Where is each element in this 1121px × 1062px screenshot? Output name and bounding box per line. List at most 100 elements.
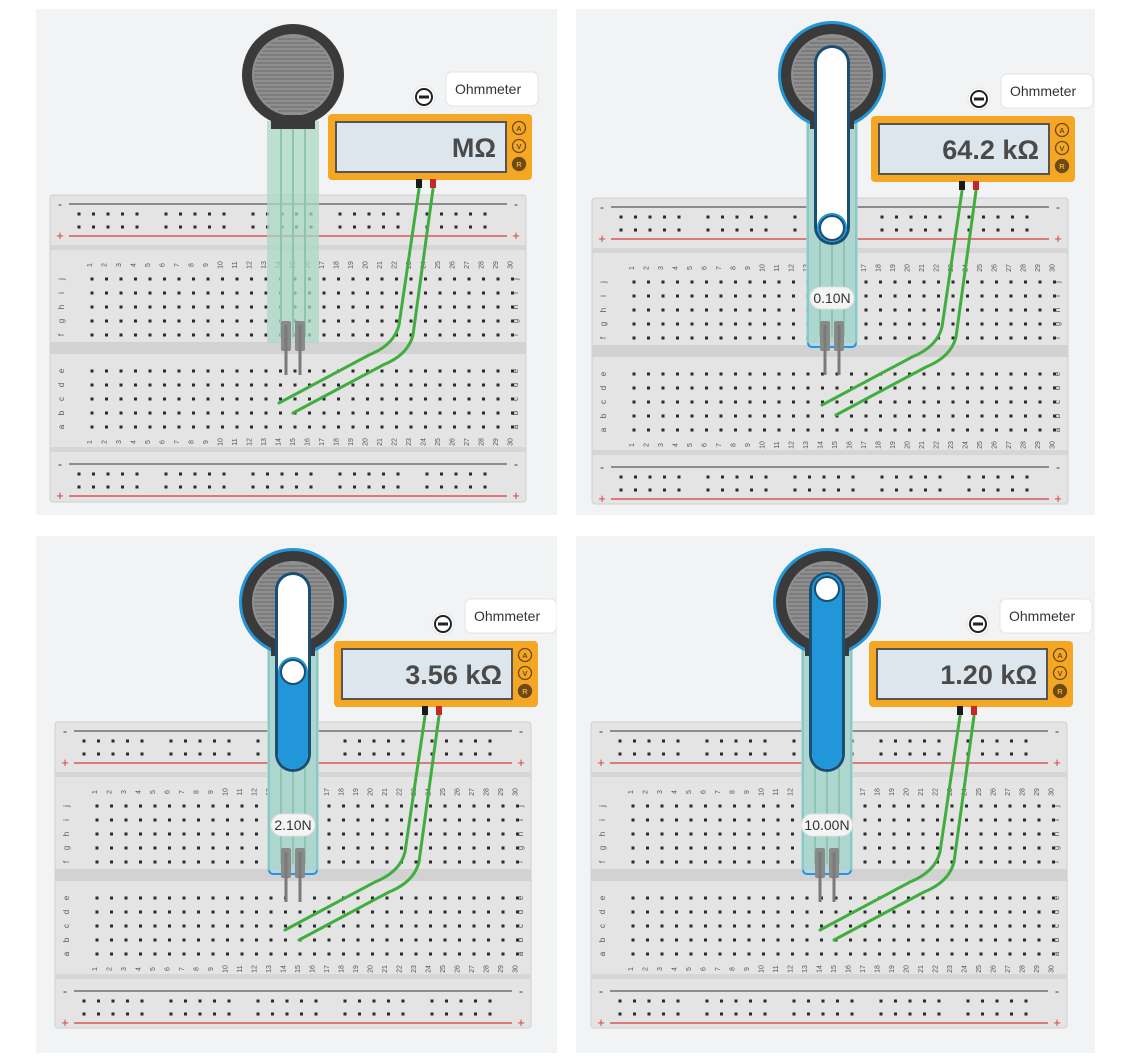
force-label: 10.00N — [804, 817, 849, 833]
rail-hole — [706, 215, 710, 219]
terminal-hole — [747, 938, 751, 942]
column-number: 12 — [252, 788, 259, 796]
terminal-hole — [467, 333, 471, 337]
rail-hole — [633, 999, 636, 1003]
terminal-hole — [487, 832, 490, 836]
probe-black[interactable] — [957, 706, 963, 715]
terminal-hole — [632, 308, 636, 312]
terminal-hole — [1024, 308, 1027, 312]
mode-button-a[interactable] — [511, 120, 527, 136]
terminal-hole — [177, 319, 181, 323]
column-number: 3 — [658, 443, 665, 447]
terminal-hole — [1024, 372, 1027, 376]
rail-hole — [111, 1012, 115, 1016]
force-sensor[interactable]: 10.00N — [773, 548, 881, 902]
probe-red[interactable] — [971, 706, 977, 715]
terminal-hole — [776, 832, 780, 836]
mode-button-a[interactable] — [517, 647, 533, 663]
rail-hole — [126, 1012, 129, 1016]
force-slider-knob[interactable] — [814, 576, 840, 602]
terminal-hole — [211, 818, 215, 822]
column-number: 3 — [657, 967, 664, 971]
rail-hole — [924, 215, 927, 219]
terminal-hole — [908, 308, 911, 312]
mode-button-r[interactable] — [517, 683, 533, 699]
rail-hole — [894, 752, 897, 756]
rail-hole — [440, 225, 443, 229]
mode-button-v[interactable] — [517, 665, 533, 681]
column-number: 4 — [672, 967, 679, 971]
force-sensor[interactable] — [241, 23, 345, 375]
mode-button-a[interactable] — [1052, 647, 1068, 663]
terminal-hole — [979, 896, 983, 900]
rail-hole — [474, 752, 477, 756]
terminal-hole — [821, 372, 824, 376]
terminal-hole — [1052, 860, 1055, 864]
rail-hole — [647, 739, 651, 743]
probe-red[interactable] — [436, 706, 442, 715]
terminal-hole — [936, 938, 939, 942]
force-slider-track[interactable] — [817, 48, 847, 242]
terminal-hole — [675, 846, 678, 850]
probe-red[interactable] — [973, 181, 979, 190]
rail-hole — [1024, 1012, 1028, 1016]
column-number: 20 — [363, 261, 370, 269]
rail-hole — [97, 739, 100, 743]
column-number: 2 — [644, 443, 651, 447]
terminal-hole — [269, 952, 273, 956]
probe-black[interactable] — [416, 179, 422, 188]
probe-black[interactable] — [422, 706, 428, 715]
terminal-hole — [879, 280, 882, 284]
column-number: 1 — [87, 263, 94, 267]
probe-black[interactable] — [959, 181, 965, 190]
column-number: 22 — [933, 965, 940, 973]
row-letter: j — [511, 278, 520, 281]
mode-button-v[interactable] — [1054, 140, 1070, 156]
column-number: 13 — [802, 965, 809, 973]
rail-hole — [454, 225, 458, 229]
terminal-hole — [705, 308, 708, 312]
terminal-hole — [631, 804, 635, 808]
top-rail-plus-label: + — [597, 755, 605, 770]
terminal-hole — [424, 305, 427, 309]
terminal-hole — [922, 400, 926, 404]
mode-button-v[interactable] — [511, 138, 527, 154]
top-rail-plus-label: + — [61, 755, 69, 770]
force-slider-knob[interactable] — [819, 215, 845, 241]
mode-button-r[interactable] — [1054, 158, 1070, 174]
mode-button-r[interactable] — [511, 156, 527, 172]
force-sensor[interactable]: 2.10N — [239, 548, 347, 902]
force-slider-fill — [812, 574, 842, 769]
mode-button-a[interactable] — [1054, 122, 1070, 138]
mode-button-r[interactable] — [1052, 683, 1068, 699]
force-sensor[interactable]: 0.10N — [778, 21, 886, 375]
mode-button-v[interactable] — [1052, 665, 1068, 681]
terminal-hole — [414, 846, 418, 850]
force-slider-knob[interactable] — [280, 659, 306, 685]
terminal-hole — [676, 372, 679, 376]
column-number: 6 — [165, 790, 172, 794]
top-rail-plus-label-right: + — [1053, 755, 1061, 770]
rail-hole — [750, 488, 753, 492]
terminal-hole — [414, 896, 418, 900]
probe-red[interactable] — [430, 179, 436, 188]
terminal-hole — [429, 910, 432, 914]
rail-hole — [387, 1012, 390, 1016]
rail-hole — [445, 739, 448, 743]
terminal-hole — [139, 924, 142, 928]
terminal-hole — [177, 425, 181, 429]
row-letter: i — [1052, 819, 1061, 821]
column-number: 20 — [363, 438, 370, 446]
bottom-rail-minus-label-right: - — [1055, 984, 1059, 998]
ohmmeter-display — [878, 123, 1050, 175]
terminal-hole — [951, 428, 955, 432]
terminal-hole — [806, 386, 810, 390]
terminal-hole — [660, 846, 664, 850]
terminal-hole — [849, 910, 852, 914]
terminal-hole — [409, 383, 413, 387]
terminal-hole — [356, 910, 360, 914]
